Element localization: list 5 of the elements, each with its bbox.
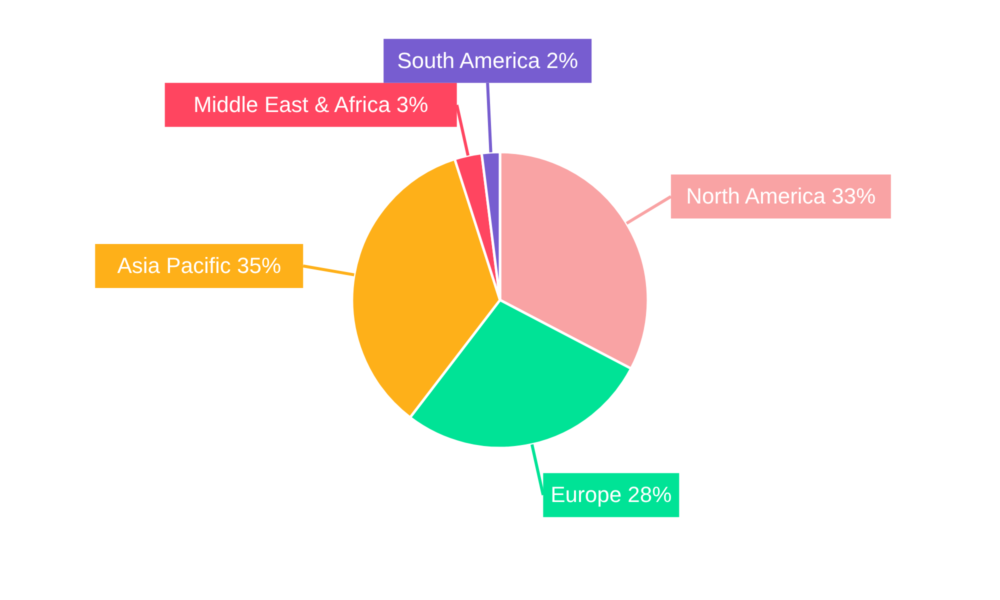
slice-label: North America 33% xyxy=(686,184,876,209)
slice-label: Asia Pacific 35% xyxy=(117,252,282,278)
slice-label: Middle East & Africa 3% xyxy=(193,92,428,117)
slice-label: South America 2% xyxy=(397,48,578,73)
slice-label: Europe 28% xyxy=(550,482,672,508)
